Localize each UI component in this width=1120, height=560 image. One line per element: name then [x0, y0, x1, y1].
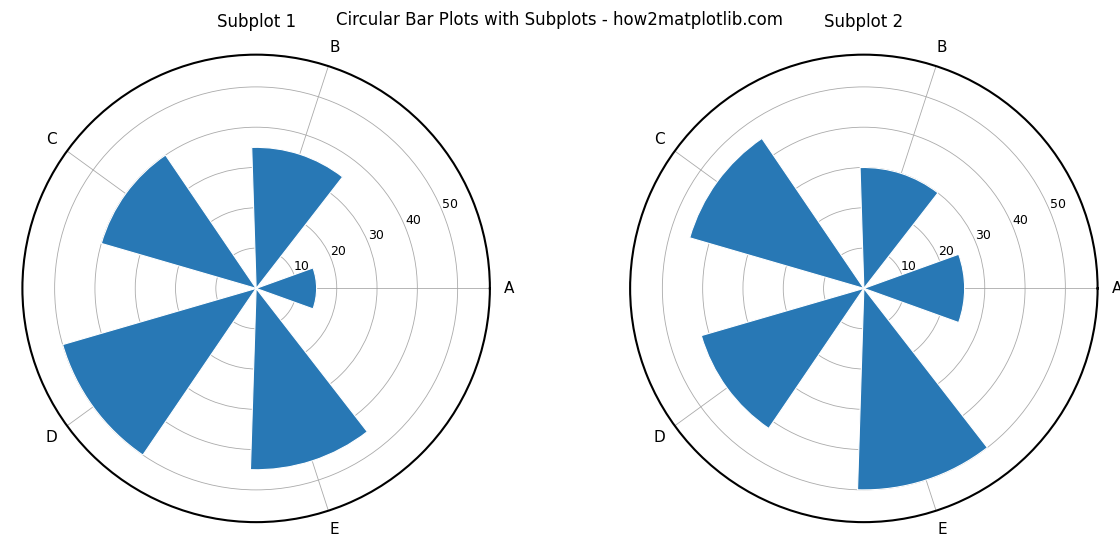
Bar	[690, 138, 864, 288]
Bar	[63, 288, 256, 455]
Bar	[256, 268, 317, 309]
Title: Subplot 2: Subplot 2	[824, 13, 904, 31]
Bar	[864, 254, 964, 323]
Bar	[701, 288, 864, 428]
Text: Circular Bar Plots with Subplots - how2matplotlib.com: Circular Bar Plots with Subplots - how2m…	[336, 11, 784, 29]
Bar	[860, 167, 937, 288]
Bar	[252, 147, 343, 288]
Bar	[251, 288, 367, 470]
Bar	[101, 155, 256, 288]
Title: Subplot 1: Subplot 1	[216, 13, 296, 31]
Bar	[858, 288, 988, 490]
